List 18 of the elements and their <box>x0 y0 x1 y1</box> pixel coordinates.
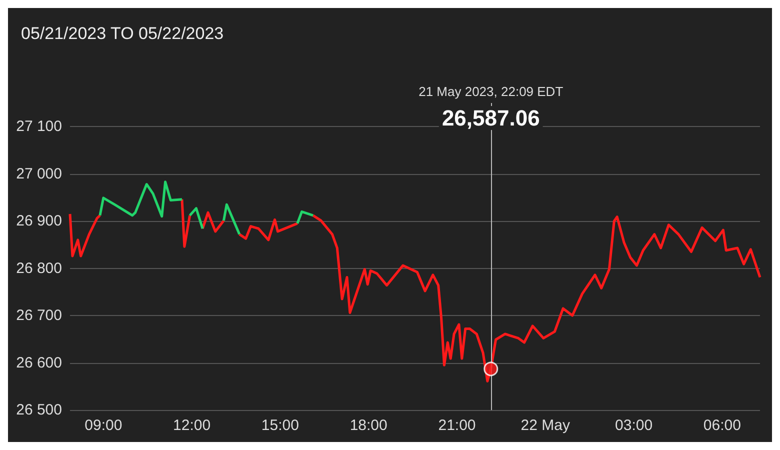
x-tick-label: 22 May <box>520 417 570 434</box>
x-tick-label: 09:00 <box>84 417 122 434</box>
x-tick-label: 21:00 <box>438 417 476 434</box>
x-tick-label: 06:00 <box>703 417 741 434</box>
ref-line-label: 21 May 2023, 22:09 EDT <box>418 84 564 99</box>
y-tick-label: 26 800 <box>16 260 62 277</box>
y-tick-label: 27 000 <box>16 165 62 182</box>
y-tick-label: 26 600 <box>16 354 62 372</box>
y-tick-label: 26 700 <box>16 307 62 324</box>
x-tick-label: 03:00 <box>615 417 653 434</box>
y-tick-label: 26 900 <box>16 212 62 230</box>
x-tick-label: 15:00 <box>261 417 299 434</box>
chart-title: 05/21/2023 TO 05/22/2023 <box>21 24 224 43</box>
annotation: 26,587.06 <box>442 106 540 130</box>
x-tick-label: 12:00 <box>173 417 211 434</box>
y-tick-label: 27 100 <box>16 118 62 136</box>
x-tick-label: 18:00 <box>350 417 388 434</box>
y-tick-label: 26 500 <box>16 402 62 418</box>
